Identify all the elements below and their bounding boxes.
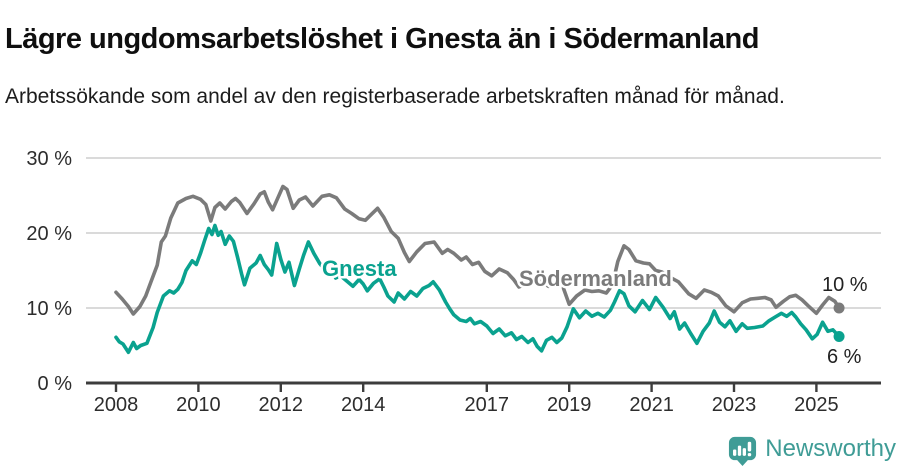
x-tick-label: 2025: [794, 394, 839, 416]
x-tick-label: 2012: [259, 394, 304, 416]
line-gnesta: [114, 223, 841, 355]
newsworthy-logo-icon: [727, 434, 758, 471]
x-tick-label: 2017: [465, 394, 510, 416]
x-tick-label: 2023: [712, 394, 757, 416]
newsworthy-brand-link[interactable]: Newsworthy: [727, 434, 896, 471]
chart-title: Lägre ungdomsarbetslöshet i Gnesta än i …: [5, 23, 759, 56]
x-tick-label: 2010: [176, 394, 221, 416]
series-label-gnesta: Gnesta: [322, 256, 397, 281]
series-label-sodermanland: Södermanland: [519, 266, 672, 291]
y-tick-label: 20 %: [26, 223, 72, 245]
brand-name: Newsworthy: [765, 435, 896, 462]
y-tick-label: 30 %: [26, 148, 72, 170]
x-tick-label: 2021: [629, 394, 674, 416]
chart-subtitle: Arbetssökande som andel av den registerb…: [5, 85, 785, 108]
end-value-label-gnesta: 6 %: [827, 346, 862, 368]
y-tick-label: 0 %: [38, 373, 73, 395]
x-tick-label: 2014: [341, 394, 386, 416]
end-dot-gnesta: [833, 331, 845, 342]
end-value-label-sodermanland: 10 %: [822, 274, 868, 296]
x-tick-label: 2008: [94, 394, 139, 416]
end-dot-sodermanland: [833, 302, 845, 314]
line-sodermanland: [114, 184, 841, 316]
x-tick-label: 2019: [547, 394, 592, 416]
y-tick-label: 10 %: [26, 298, 72, 320]
